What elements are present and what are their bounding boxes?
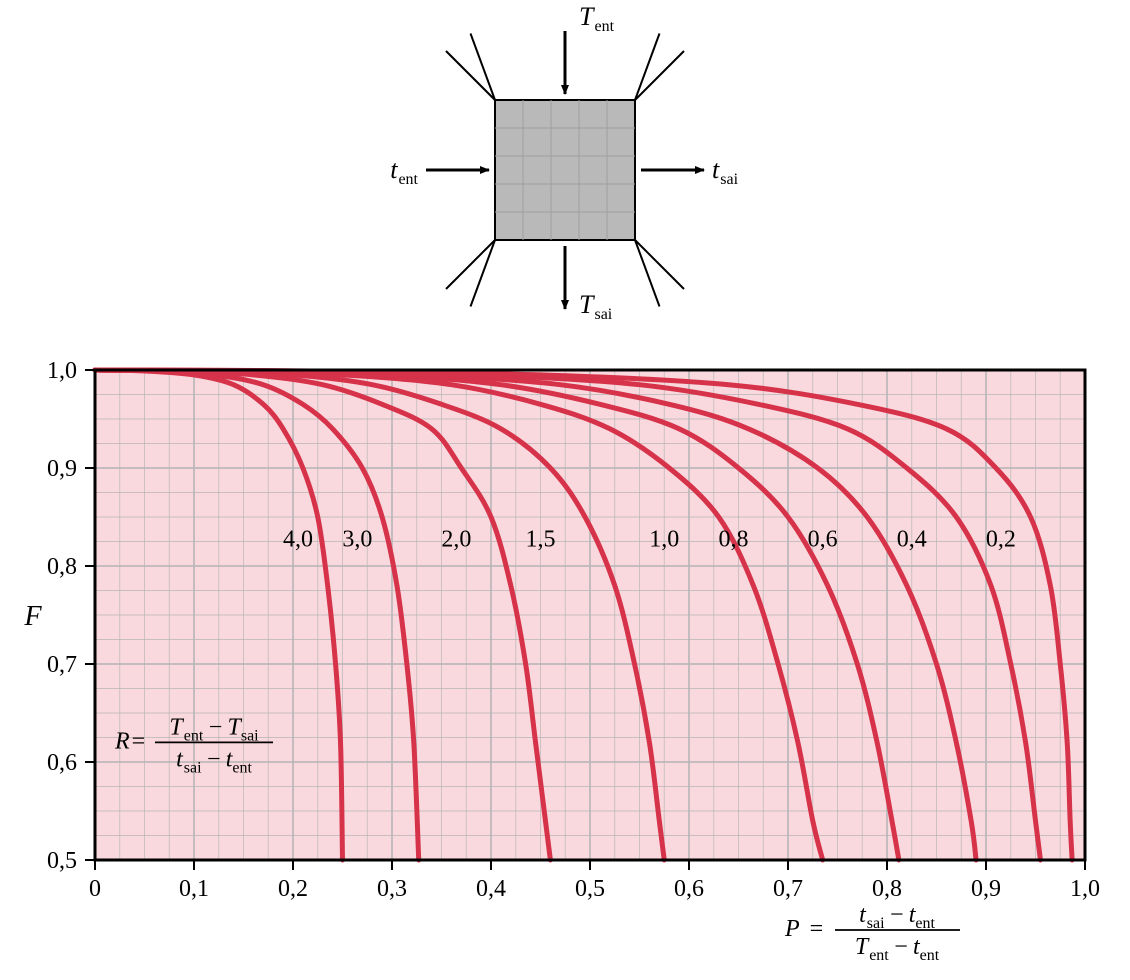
x-tick-0,3: 0,3 <box>377 876 407 902</box>
grid <box>95 370 1085 860</box>
y-tick-0,7: 0,7 <box>47 652 77 678</box>
x-tick-0,1: 0,1 <box>179 876 209 902</box>
curve-label-1,0: 1,0 <box>649 526 679 552</box>
x-tick-0,4: 0,4 <box>476 876 506 902</box>
x-tick-0,8: 0,8 <box>872 876 902 902</box>
y-tick-0,5: 0,5 <box>47 848 77 874</box>
curve-label-0,6: 0,6 <box>808 526 838 552</box>
heat-exchanger-schematic: Tent tent tsai Tsai <box>390 2 738 323</box>
curve-label-2,0: 2,0 <box>441 526 471 552</box>
label-t-ent: tent <box>390 155 418 188</box>
formula-P-num: tsai−tent <box>859 902 935 932</box>
x-tick-0,2: 0,2 <box>278 876 308 902</box>
y-axis-label: F <box>23 601 42 632</box>
curve-label-0,8: 0,8 <box>719 526 749 552</box>
label-t-sai: tsai <box>712 155 739 188</box>
curve-label-1,5: 1,5 <box>526 526 556 552</box>
y-tick-0,8: 0,8 <box>47 554 77 580</box>
formula-P: P = <box>784 916 823 942</box>
x-tick-0,9: 0,9 <box>971 876 1001 902</box>
curve-label-0,4: 0,4 <box>897 526 927 552</box>
curve-label-4,0: 4,0 <box>283 526 313 552</box>
curve-label-0,2: 0,2 <box>986 526 1016 552</box>
x-tick-0,7: 0,7 <box>773 876 803 902</box>
y-tick-0,9: 0,9 <box>47 456 77 482</box>
x-tick-0,5: 0,5 <box>575 876 605 902</box>
x-tick-0,6: 0,6 <box>674 876 704 902</box>
formula-R: R= <box>114 728 145 754</box>
x-tick-1,0: 1,0 <box>1070 876 1100 902</box>
exchanger-core <box>495 100 635 240</box>
curve-label-3,0: 3,0 <box>342 526 372 552</box>
label-T-sai: Tsai <box>579 290 613 323</box>
formula-P-den: Tent−tent <box>855 934 940 964</box>
y-tick-0,6: 0,6 <box>47 750 77 776</box>
figure-svg: Tent tent tsai Tsai 4,0 3,0 2,0 1,5 1,0 0,8 0,6 0,… <box>0 0 1130 980</box>
x-tick-0: 0 <box>89 876 101 902</box>
correction-factor-chart: 4,0 3,0 2,0 1,5 1,0 0,8 0,6 0,4 0,2 0 0,1 0,2 0,3 0,4… <box>23 358 1100 964</box>
y-tick-1,0: 1,0 <box>47 358 77 384</box>
label-T-ent: Tent <box>579 2 615 35</box>
